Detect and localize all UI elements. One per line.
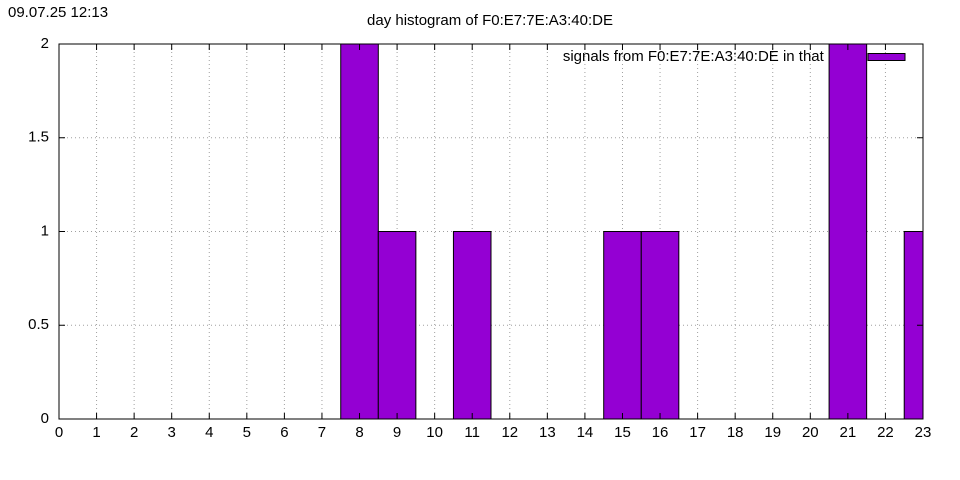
- x-tick-label: 13: [539, 424, 556, 441]
- bar: [452, 231, 492, 419]
- timestamp: 09.07.25 12:13: [8, 4, 108, 21]
- x-tick-label: 14: [577, 424, 594, 441]
- legend-label: signals from F0:E7:7E:A3:40:DE in that h…: [563, 48, 858, 65]
- y-tick-label: 0.5: [28, 316, 49, 333]
- x-tick-label: 21: [840, 424, 857, 441]
- x-tick-label: 19: [764, 424, 781, 441]
- x-tick-label: 3: [168, 424, 176, 441]
- x-tick-label: 2: [130, 424, 138, 441]
- x-tick-label: 1: [92, 424, 100, 441]
- x-tick-label: 16: [652, 424, 669, 441]
- y-tick-label: 1.5: [28, 129, 49, 146]
- bar: [828, 44, 868, 419]
- x-tick-label: 11: [464, 424, 480, 441]
- bar: [603, 231, 642, 419]
- x-tick-label: 7: [318, 424, 326, 441]
- chart-title: day histogram of F0:E7:7E:A3:40:DE: [367, 12, 613, 29]
- x-tick-label: 20: [802, 424, 819, 441]
- x-tick-label: 8: [355, 424, 363, 441]
- y-tick-label: 2: [41, 35, 49, 52]
- x-tick-label: 6: [280, 424, 288, 441]
- x-tick-label: 4: [205, 424, 213, 441]
- y-tick-label: 1: [41, 222, 49, 239]
- x-tick-label: 0: [55, 424, 63, 441]
- plot-frame: [58, 43, 924, 420]
- bar: [377, 231, 417, 419]
- x-tick-label: 17: [689, 424, 706, 441]
- x-tick-label: 10: [426, 424, 443, 441]
- x-tick-label: 18: [727, 424, 744, 441]
- bar: [640, 231, 680, 419]
- x-tick-label: 15: [614, 424, 631, 441]
- legend-swatch: [867, 53, 906, 61]
- y-tick-label: 0: [41, 410, 49, 427]
- x-tick-label: 22: [877, 424, 894, 441]
- x-tick-label: 9: [393, 424, 401, 441]
- bar: [340, 44, 379, 419]
- x-tick-label: 23: [915, 424, 932, 441]
- x-tick-label: 5: [243, 424, 251, 441]
- bar: [903, 231, 923, 419]
- x-tick-label: 12: [501, 424, 518, 441]
